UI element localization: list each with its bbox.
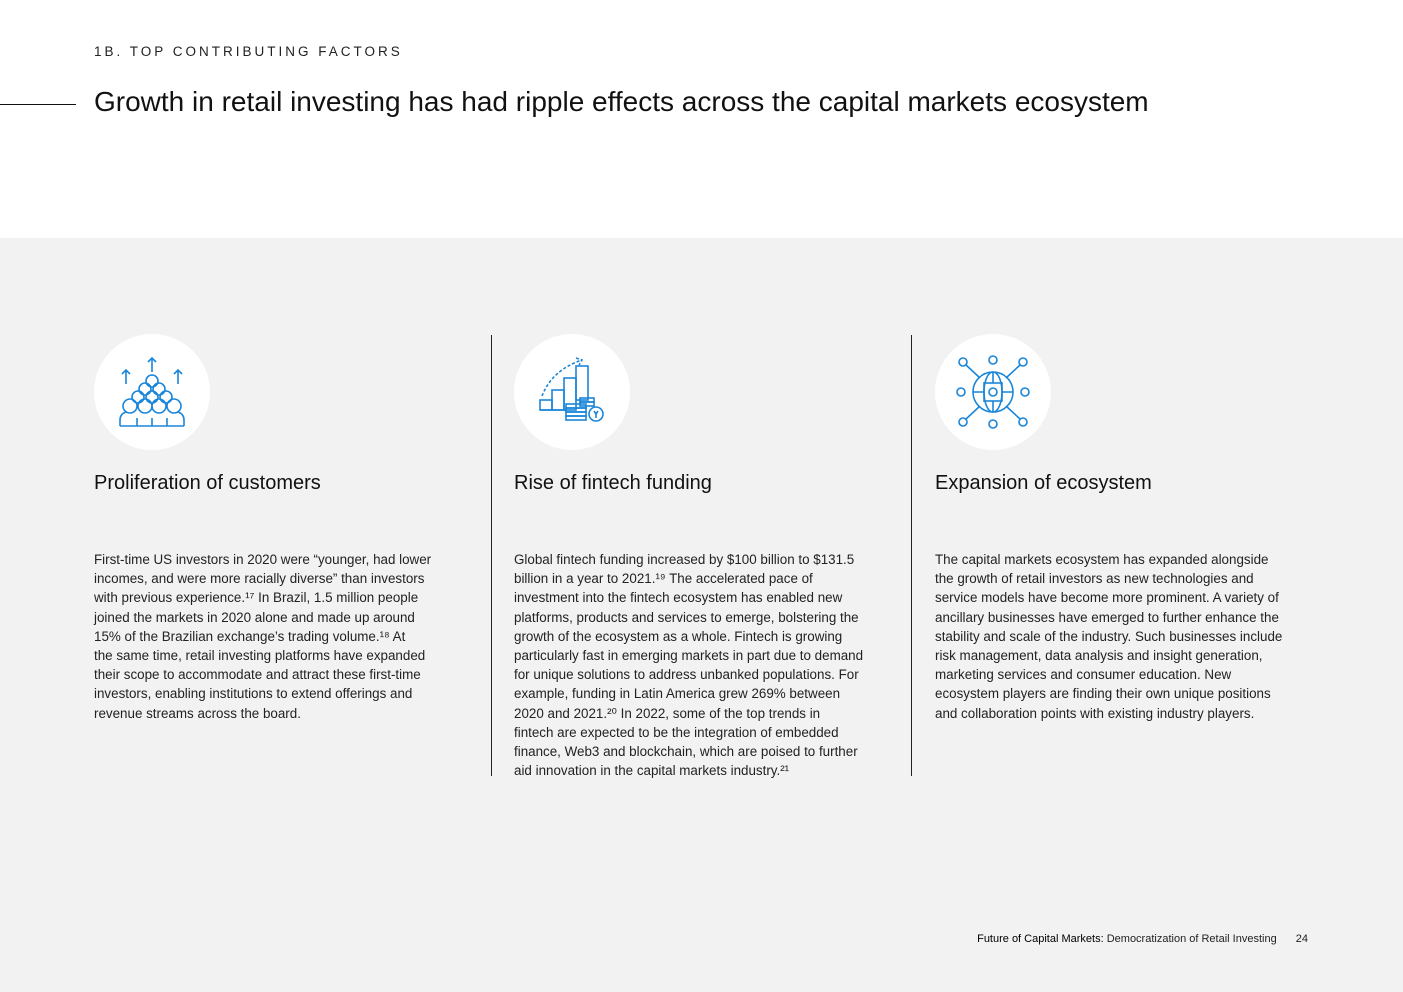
crowd-growth-icon bbox=[94, 334, 210, 450]
body-line: revenue streams across the board. bbox=[94, 705, 301, 721]
body-line: their scope to accommodate and attract t… bbox=[94, 667, 421, 683]
section-eyebrow: 1B. TOP CONTRIBUTING FACTORS bbox=[94, 44, 403, 59]
body-line: incomes, and were more racially diverse”… bbox=[94, 571, 425, 587]
page-footer: Future of Capital Markets: Democratizati… bbox=[977, 933, 1308, 945]
body-line: example, funding in Latin America grew 2… bbox=[514, 686, 841, 702]
body-line: particularly fast in emerging markets in… bbox=[514, 648, 864, 664]
column-ecosystem: Expansion of ecosystem The capital marke… bbox=[935, 334, 1307, 721]
body-line: stability and scale of the industry. Suc… bbox=[935, 628, 1283, 644]
body-line: joined the markets in 2020 alone and mad… bbox=[94, 609, 415, 625]
body-line: and collaboration points with existing i… bbox=[935, 705, 1255, 721]
body-line: The capital markets ecosystem has expand… bbox=[935, 552, 1269, 567]
body-line: the same time, retail investing platform… bbox=[94, 648, 426, 664]
column-divider bbox=[911, 335, 912, 776]
body-line: service models have become more prominen… bbox=[935, 590, 1279, 606]
page-number: 24 bbox=[1295, 933, 1308, 945]
body-line: billion in a year to 2021.¹⁹ The acceler… bbox=[514, 571, 813, 587]
column-heading: Rise of fintech funding bbox=[514, 472, 712, 494]
body-line: ecosystem players are finding their own … bbox=[935, 686, 1271, 702]
column-heading: Proliferation of customers bbox=[94, 472, 321, 494]
footer-title: Future of Capital Markets: bbox=[977, 933, 1104, 945]
column-body: The capital markets ecosystem has expand… bbox=[935, 550, 1282, 723]
body-line: growth of the ecosystem as a whole. Fint… bbox=[514, 628, 843, 644]
body-line: with previous experience.¹⁷ In Brazil, 1… bbox=[94, 590, 419, 606]
body-line: investors, enabling institutions to exte… bbox=[94, 686, 413, 702]
column-heading: Expansion of ecosystem bbox=[935, 472, 1152, 494]
footer-subtitle: Democratization of Retail Investing bbox=[1106, 933, 1277, 945]
title-rule bbox=[0, 104, 76, 105]
body-line: investment into the fintech ecosystem ha… bbox=[514, 590, 843, 606]
column-divider bbox=[491, 335, 492, 776]
column-fintech: Rise of fintech funding Global fintech f… bbox=[514, 334, 886, 778]
content-panel bbox=[0, 238, 1403, 992]
globe-network-icon bbox=[935, 334, 1051, 450]
body-line: 2020 and 2021.²⁰ In 2022, some of the to… bbox=[514, 705, 821, 721]
column-customers: Proliferation of customers First-time US… bbox=[94, 334, 466, 721]
body-line: Global fintech funding increased by $100… bbox=[514, 552, 855, 567]
body-line: aid innovation in the capital markets in… bbox=[514, 763, 790, 779]
body-line: ancillary businesses have emerged to fur… bbox=[935, 609, 1279, 625]
body-line: First-time US investors in 2020 were “yo… bbox=[94, 552, 432, 567]
body-line: risk management, data analysis and insig… bbox=[935, 648, 1263, 664]
body-line: platforms, products and services to emer… bbox=[514, 609, 859, 625]
column-body: First-time US investors in 2020 were “yo… bbox=[94, 550, 431, 723]
bar-chart-coins-icon bbox=[514, 334, 630, 450]
body-line: for unique solutions to address unbanked… bbox=[514, 667, 859, 683]
body-line: 15% of the Brazilian exchange’s trading … bbox=[94, 628, 406, 644]
column-body: Global fintech funding increased by $100… bbox=[514, 550, 863, 780]
body-line: the growth of retail investors as new te… bbox=[935, 571, 1254, 587]
body-line: marketing services and consumer educatio… bbox=[935, 667, 1232, 683]
body-line: fintech are expected to be the integrati… bbox=[514, 724, 839, 740]
body-line: finance, Web3 and blockchain, which are … bbox=[514, 744, 858, 760]
page-title: Growth in retail investing has had rippl… bbox=[94, 86, 1149, 117]
